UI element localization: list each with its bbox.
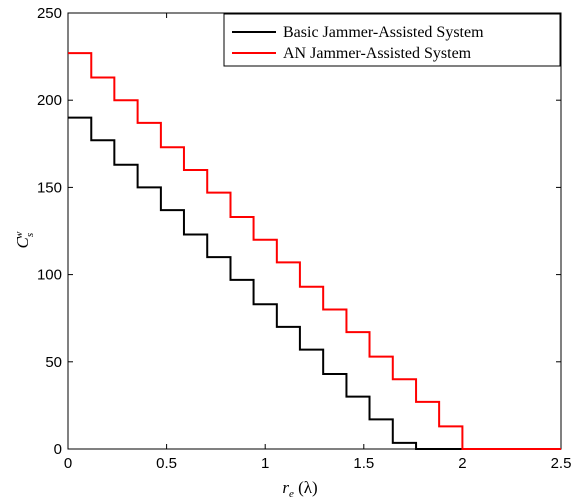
y-tick-label: 50 bbox=[45, 354, 62, 371]
x-axis-label: re (λ) bbox=[282, 478, 317, 499]
series-line-0 bbox=[68, 116, 561, 450]
legend: Basic Jammer-Assisted System AN Jammer-A… bbox=[223, 13, 561, 67]
y-tick-label: 0 bbox=[54, 441, 62, 458]
plot-area bbox=[67, 12, 562, 450]
x-tick-label: 2 bbox=[458, 455, 466, 472]
x-tick-label: 1.5 bbox=[353, 455, 374, 472]
series-line-1 bbox=[68, 52, 561, 450]
legend-box bbox=[223, 13, 561, 67]
x-tick-label: 0.5 bbox=[156, 455, 177, 472]
svg-text:re (λ): re (λ) bbox=[282, 478, 317, 499]
series-layer bbox=[68, 52, 561, 450]
x-tick-label: 0 bbox=[64, 455, 72, 472]
y-tick-label: 150 bbox=[37, 179, 62, 196]
legend-label-an: AN Jammer-Assisted System bbox=[283, 45, 472, 62]
y-axis-label: Csw bbox=[13, 231, 36, 249]
legend-label-basic: Basic Jammer-Assisted System bbox=[283, 24, 484, 41]
y-tick-label: 250 bbox=[37, 5, 62, 22]
y-tick-label: 200 bbox=[37, 92, 62, 109]
y-axis-ticks: 0 50 100 150 200 250 bbox=[37, 5, 561, 458]
x-tick-label: 1 bbox=[261, 455, 269, 472]
x-tick-label: 2.5 bbox=[551, 455, 572, 472]
y-tick-label: 100 bbox=[37, 267, 62, 284]
svg-text:Csw: Csw bbox=[13, 231, 36, 249]
